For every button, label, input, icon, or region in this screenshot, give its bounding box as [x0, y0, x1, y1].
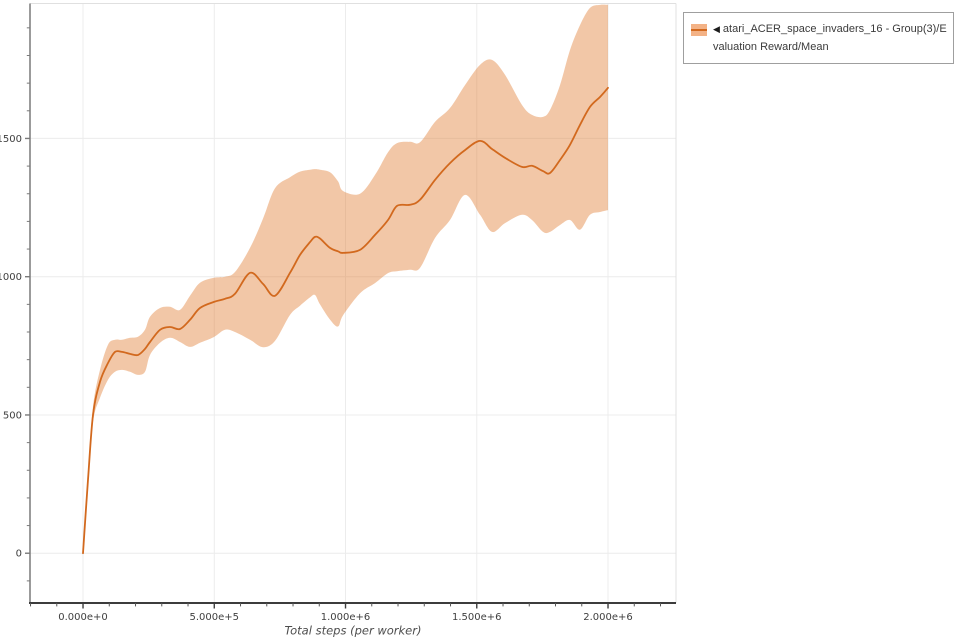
x-tick-label: 5.000e+5 [190, 612, 240, 623]
legend-label-text: atari_ACER_space_invaders_16 - Group(3)/… [713, 23, 947, 53]
y-tick-label: 0 [16, 549, 22, 560]
y-tick-label: 1000 [0, 272, 22, 283]
x-tick-label: 0.000e+0 [58, 612, 108, 623]
mean-line [82, 86, 609, 555]
x-tick-label: 2.000e+6 [583, 612, 633, 623]
x-axis-title: Total steps (per worker) [285, 624, 422, 638]
tick-labels: 0.000e+0 5.000e+5 1.000e+6 1.500e+6 2.000e+6… [0, 4, 676, 623]
collapse-legend-icon[interactable]: ◀ [713, 24, 720, 34]
plot-area[interactable] [30, 4, 676, 604]
plot-frame [30, 3, 677, 603]
x-tick-label: 1.500e+6 [452, 612, 502, 623]
legend-series-label: ◀ atari_ACER_space_invaders_16 - Group(3)… [713, 21, 947, 56]
legend[interactable]: ◀ atari_ACER_space_invaders_16 - Group(3)… [683, 12, 954, 64]
legend-swatch-line [691, 29, 707, 31]
y-tick-label: 1500 [0, 134, 22, 145]
series-layer [82, 4, 609, 555]
legend-series-swatch [691, 24, 707, 36]
x-tick-label: 1.000e+6 [321, 612, 371, 623]
gridlines [30, 3, 676, 603]
y-tick-label: 500 [3, 410, 22, 421]
axes [25, 3, 676, 609]
